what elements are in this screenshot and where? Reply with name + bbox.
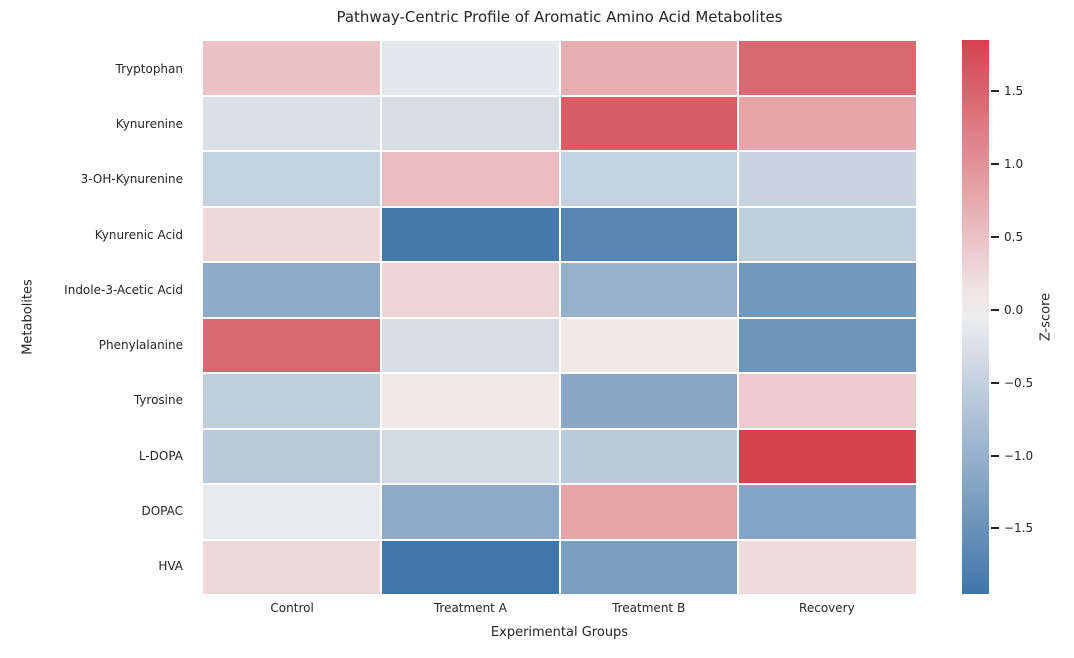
- y-tick-label: Tyrosine: [133, 393, 183, 408]
- heatmap-cell-0-0: [203, 41, 380, 95]
- colorbar-tick-label: 1.5: [1004, 84, 1024, 99]
- colorbar-tick-label: 0.0: [1004, 302, 1024, 317]
- heatmap-cell-2-3: [739, 152, 916, 206]
- colorbar-label: Z-score: [1038, 292, 1054, 342]
- y-tick-label: HVA: [158, 559, 183, 574]
- heatmap-cell-4-2: [560, 263, 738, 317]
- colorbar-tick: [991, 90, 999, 93]
- colorbar-tick-label: 0.5: [1004, 229, 1024, 244]
- heatmap-cell-2-1: [381, 152, 559, 206]
- x-tick-label: Recovery: [799, 601, 855, 615]
- heatmap-cell-8-1: [381, 485, 559, 539]
- heatmap-cell-1-0: [203, 96, 380, 150]
- y-tick-label: L-DOPA: [138, 448, 183, 463]
- heatmap-cell-5-0: [203, 318, 380, 372]
- colorbar-tick: [991, 308, 999, 311]
- colorbar-tick: [991, 235, 999, 238]
- heatmap-cell-0-2: [560, 41, 738, 95]
- x-tick-label: Treatment B: [612, 601, 686, 615]
- heatmap-cell-8-2: [560, 485, 738, 539]
- heatmap-cell-8-0: [203, 485, 380, 539]
- heatmap-cell-6-1: [381, 374, 559, 428]
- heatmap-cell-3-1: [381, 207, 559, 261]
- heatmap-cell-5-2: [560, 318, 738, 372]
- y-tick-label: Kynurenine: [115, 116, 183, 131]
- colorbar-tick: [991, 381, 999, 384]
- heatmap-cell-9-1: [381, 540, 559, 594]
- y-tick-labels: Tryptophan Kynurenine 3-OH-Kynurenine Kynur…: [0, 41, 192, 594]
- heatmap-cell-6-3: [739, 374, 916, 428]
- x-tick-label: Control: [270, 601, 314, 615]
- y-tick-label: Phenylalanine: [98, 338, 183, 353]
- colorbar-ticks: 1.5 1.0 0.5 0.0 −0.5 −1.0 −1.5: [989, 40, 1059, 594]
- heatmap-cell-8-3: [739, 485, 916, 539]
- heatmap-cell-4-0: [203, 263, 380, 317]
- heatmap-cell-1-1: [381, 96, 559, 150]
- x-tick-labels: Control Treatment A Treatment B Recovery: [203, 601, 916, 618]
- heatmap-cell-3-3: [739, 207, 916, 261]
- heatmap-cell-7-3: [739, 429, 916, 483]
- chart-title: Pathway-Centric Profile of Aromatic Amin…: [336, 8, 783, 26]
- heatmap-cell-9-2: [560, 540, 738, 594]
- heatmap-cell-7-1: [381, 429, 559, 483]
- colorbar-tick-label: −1.0: [1004, 448, 1034, 463]
- heatmap-cell-7-0: [203, 429, 380, 483]
- y-tick-label: Indole-3-Acetic Acid: [64, 282, 183, 297]
- heatmap-cell-1-2: [560, 96, 738, 150]
- heatmap-cell-5-3: [739, 318, 916, 372]
- heatmap-cell-1-3: [739, 96, 916, 150]
- heatmap-cell-2-2: [560, 152, 738, 206]
- colorbar-tick-label: −1.5: [1004, 521, 1034, 536]
- heatmap-cell-5-1: [381, 318, 559, 372]
- y-tick-label: Kynurenic Acid: [94, 227, 183, 242]
- colorbar-tick: [991, 527, 999, 530]
- y-tick-label: Tryptophan: [115, 61, 183, 76]
- x-tick-label: Treatment A: [433, 601, 507, 615]
- colorbar-tick-label: 1.0: [1004, 156, 1024, 171]
- y-tick-label: DOPAC: [141, 504, 183, 519]
- heatmap-cell-3-0: [203, 207, 380, 261]
- colorbar-tick: [991, 162, 999, 165]
- heatmap-cell-0-3: [739, 41, 916, 95]
- heatmap-cell-4-1: [381, 263, 559, 317]
- heatmap-cell-6-0: [203, 374, 380, 428]
- heatmap-cell-0-1: [381, 41, 559, 95]
- heatmap-cell-9-3: [739, 540, 916, 594]
- x-axis-label: Experimental Groups: [490, 625, 629, 640]
- heatmap-cell-3-2: [560, 207, 738, 261]
- heatmap-cell-2-0: [203, 152, 380, 206]
- heatmap: [203, 41, 916, 594]
- heatmap-cell-7-2: [560, 429, 738, 483]
- y-tick-label: 3-OH-Kynurenine: [80, 172, 183, 187]
- colorbar: [962, 40, 989, 594]
- heatmap-cell-9-0: [203, 540, 380, 594]
- colorbar-tick-label: −0.5: [1004, 375, 1034, 390]
- heatmap-cell-6-2: [560, 374, 738, 428]
- heatmap-cell-4-3: [739, 263, 916, 317]
- colorbar-tick: [991, 454, 999, 457]
- y-axis-label: Metabolites: [20, 279, 36, 355]
